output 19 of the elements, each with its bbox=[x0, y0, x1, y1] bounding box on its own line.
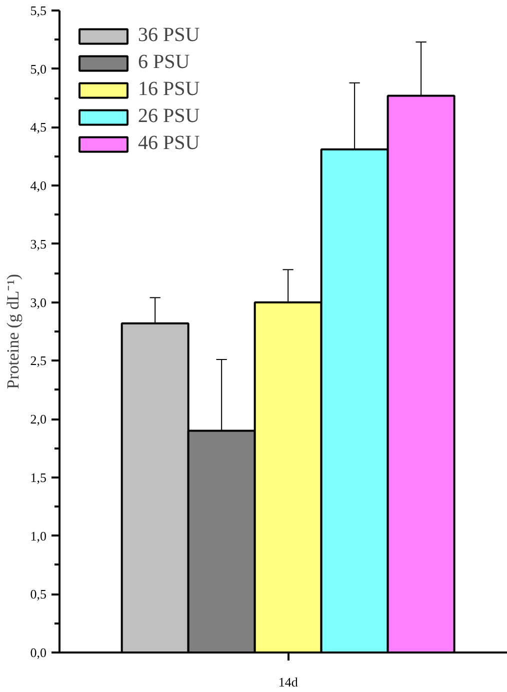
legend-label: 36 PSU bbox=[138, 24, 200, 47]
y-tick-label: 1,5 bbox=[30, 470, 46, 485]
y-axis-title: Proteine (g dL⁻¹) bbox=[3, 274, 22, 389]
y-tick-label: 3,5 bbox=[30, 236, 46, 252]
y-tick-label: 1,0 bbox=[30, 528, 46, 544]
y-tick-label: 5,0 bbox=[30, 61, 46, 76]
y-tick-label: 4,5 bbox=[30, 120, 46, 135]
legend-label: 6 PSU bbox=[138, 51, 190, 74]
y-tick-label: 0,0 bbox=[30, 645, 46, 660]
y-tick-label: 5,5 bbox=[30, 3, 46, 18]
legend-label: 26 PSU bbox=[138, 105, 200, 128]
y-tick-label: 3,0 bbox=[30, 294, 46, 310]
y-tick-label: 0,5 bbox=[30, 586, 46, 602]
y-tick-label: 4,0 bbox=[30, 178, 46, 194]
y-tick-label: 2,0 bbox=[30, 412, 46, 427]
legend-label: 16 PSU bbox=[138, 78, 200, 101]
y-tick-label: 2,5 bbox=[30, 353, 46, 368]
legend-label: 46 PSU bbox=[138, 132, 200, 155]
x-tick-label: 14d bbox=[278, 674, 298, 690]
